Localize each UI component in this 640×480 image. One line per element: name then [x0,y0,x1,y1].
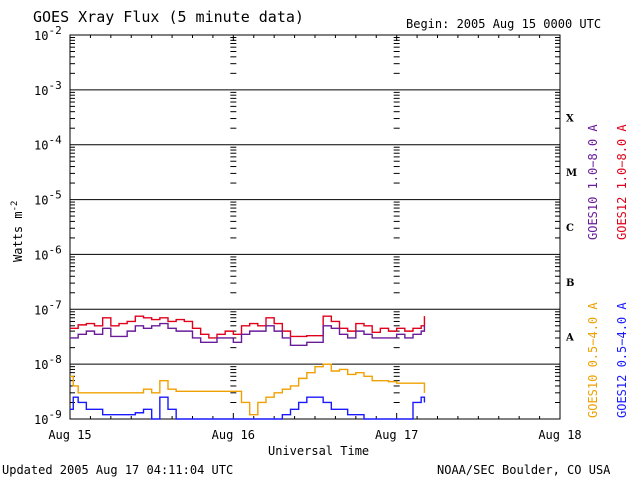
plot-grid [69,34,561,420]
y-tick-label: 10-7 [34,298,62,317]
y-tick-label: 10-9 [34,408,62,427]
series-line [70,396,426,420]
y-axis-title: Watts m-2 [10,201,25,262]
y-tick-labels: 10-2 10-3 10-4 10-5 10-6 10-7 10-8 10-9 [34,24,62,427]
x-tick-label: Aug 17 [375,428,418,442]
y-tick-label: 10-3 [34,79,62,98]
y-tick-label: 10-5 [34,189,62,208]
y-tick-label: 10-2 [34,24,62,43]
flare-class-label: X [566,113,574,124]
begin-label: Begin: 2005 Aug 15 0000 UTC [406,17,601,31]
x-tick-label: Aug 18 [538,428,581,442]
legend-goes12-long: GOES12 1.0−8.0 A [615,124,629,240]
chart-title: GOES Xray Flux (5 minute data) [33,8,304,26]
updated-label: Updated 2005 Aug 17 04:11:04 UTC [2,463,233,477]
y-tick-label: 10-8 [34,353,62,372]
credit-label: NOAA/SEC Boulder, CO USA [437,463,611,477]
x-tick-label: Aug 16 [212,428,255,442]
series-line [70,322,426,347]
flare-class-label: M [566,168,577,179]
x-axis-title: Universal Time [268,444,369,458]
series-line [70,315,426,339]
y-tick-label: 10-6 [34,243,62,262]
data-series [70,315,426,420]
series-line [70,363,426,416]
x-tick-label: Aug 15 [48,428,91,442]
legend-goes10-short: GOES10 0.5−4.0 A [586,302,600,418]
plot-frame [69,34,561,420]
flare-class-label: C [566,223,574,234]
flare-class-label: A [565,333,574,344]
flare-class-label: B [566,278,574,289]
flare-class-labels: X M C B A [565,113,577,343]
legend-goes12-short: GOES12 0.5−4.0 A [615,302,629,418]
legend-goes10-long: GOES10 1.0−8.0 A [586,124,600,240]
x-tick-labels: Aug 15 Aug 16 Aug 17 Aug 18 [48,428,581,442]
y-tick-label: 10-4 [34,134,62,153]
